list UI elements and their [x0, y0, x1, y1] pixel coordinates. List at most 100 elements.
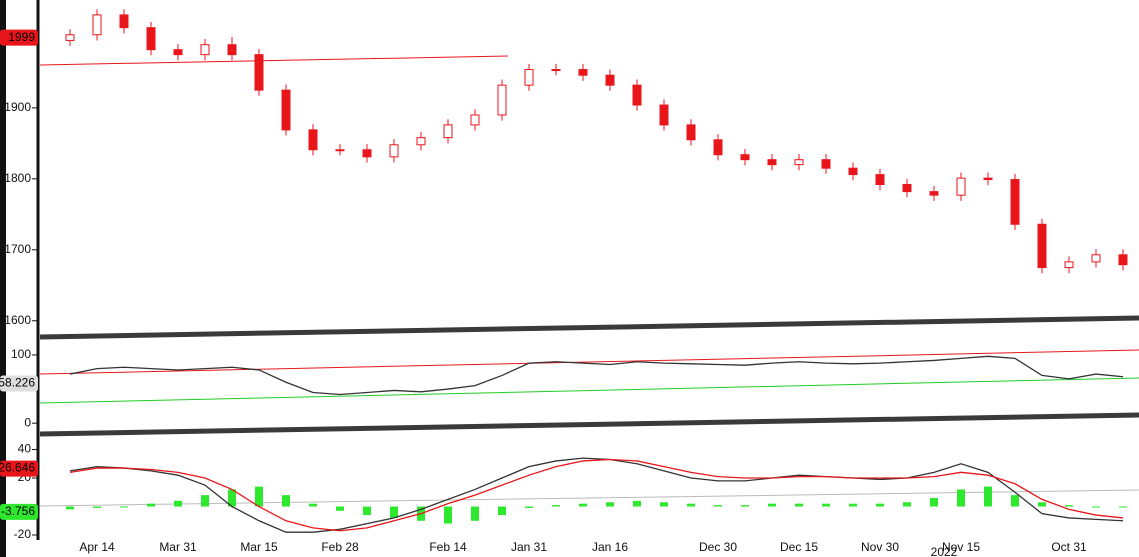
candle-body — [308, 129, 318, 151]
candle-body — [1091, 254, 1101, 263]
candle-body — [416, 137, 426, 146]
value-tag — [0, 375, 38, 392]
histogram-bar — [255, 486, 263, 507]
candle-body — [848, 167, 858, 176]
histogram-bar — [741, 505, 749, 507]
candle-body — [767, 159, 777, 166]
candle-body — [254, 54, 264, 91]
value-tag — [0, 460, 38, 477]
upper-band — [39, 349, 1139, 375]
x-tick-label: Jan 31 — [511, 540, 547, 554]
candle-body — [389, 144, 399, 158]
y-tick-label: 100 — [11, 347, 31, 361]
histogram-bar — [768, 503, 776, 507]
histogram-bar — [1119, 506, 1127, 508]
histogram-bar — [579, 503, 587, 507]
y-tick-label: 1800 — [4, 171, 31, 185]
candle-body — [578, 69, 588, 76]
candle-body — [362, 149, 372, 158]
histogram-bar — [1011, 495, 1019, 507]
x-tick-label: Nov 15 — [942, 540, 980, 554]
candle-body — [929, 191, 939, 196]
value-tag-label: -3.756 — [1, 504, 35, 518]
candle-body — [956, 177, 966, 196]
y-tick-label: 40 — [18, 442, 32, 456]
histogram-bar — [930, 497, 938, 507]
candle-body — [740, 154, 750, 161]
candle-body — [227, 44, 237, 56]
value-tag-label: 26.646 — [0, 461, 35, 475]
candle-body — [335, 149, 345, 152]
candle-body — [524, 69, 534, 86]
candle-body — [443, 124, 453, 139]
x-tick-label: Dec 15 — [780, 540, 818, 554]
candle-body — [605, 74, 615, 86]
y-tick-label: 1900 — [4, 100, 31, 114]
candle-body — [200, 44, 210, 56]
year-label: 2022 — [931, 545, 958, 557]
x-tick-label: Jan 16 — [592, 540, 628, 554]
candle-body — [65, 34, 75, 41]
candle-body — [470, 114, 480, 126]
candle-body — [713, 139, 723, 156]
histogram-bar — [525, 506, 533, 508]
histogram-bar — [1092, 506, 1100, 508]
panel-separator — [39, 412, 1139, 437]
y-tick-label: -20 — [14, 527, 32, 541]
candle-body — [875, 174, 885, 186]
histogram-bar — [849, 503, 857, 507]
histogram-bar — [201, 495, 209, 507]
histogram-bar — [66, 506, 74, 510]
histogram-bar — [1038, 502, 1046, 507]
candle-body — [659, 104, 669, 126]
x-tick-label: Apr 14 — [79, 540, 115, 554]
histogram-bar — [552, 505, 560, 507]
histogram-bar — [795, 503, 803, 507]
trendline — [39, 55, 509, 66]
histogram-bar — [903, 502, 911, 507]
histogram-bar — [498, 506, 506, 516]
y-tick-label: 1600 — [4, 313, 31, 327]
macd-line — [69, 457, 1124, 533]
value-tag — [0, 503, 38, 520]
candle-body — [146, 27, 156, 51]
histogram-bar — [660, 502, 668, 507]
x-tick-label: Dec 30 — [699, 540, 737, 554]
histogram-bar — [336, 506, 344, 511]
histogram-bar — [147, 503, 155, 507]
candle-body — [632, 84, 642, 106]
candle-body — [1010, 179, 1020, 225]
histogram-bar — [93, 506, 101, 508]
histogram-bar — [687, 503, 695, 507]
candle-body — [119, 14, 129, 29]
histogram-bar — [984, 486, 992, 507]
histogram-bar — [174, 500, 182, 507]
lower-band — [39, 377, 1139, 404]
histogram-bar — [822, 503, 830, 507]
x-tick-label: Mar 15 — [240, 540, 278, 554]
histogram-bar — [714, 505, 722, 507]
x-tick-label: Nov 30 — [861, 540, 899, 554]
candle-body — [497, 84, 507, 116]
oscillator-line — [69, 355, 1124, 396]
x-tick-label: Oct 31 — [1051, 540, 1087, 554]
histogram-bar — [309, 503, 317, 507]
histogram-bar — [363, 506, 371, 516]
histogram-bar — [606, 502, 614, 507]
candle-body — [1118, 254, 1128, 266]
candle-body — [902, 184, 912, 193]
y-tick-label: 1700 — [4, 242, 31, 256]
histogram-bar — [120, 506, 128, 508]
candle-body — [1064, 261, 1074, 269]
histogram-bar — [444, 506, 452, 524]
x-tick-label: Feb 28 — [321, 540, 359, 554]
candle-body — [281, 89, 291, 131]
value-tag-label: 1999 — [8, 30, 35, 44]
candle-body — [173, 49, 183, 56]
histogram-bar — [282, 495, 290, 507]
histogram-bar — [390, 506, 398, 518]
candle-body — [92, 14, 102, 36]
panel-separator — [39, 315, 1139, 340]
candle-body — [551, 69, 561, 72]
